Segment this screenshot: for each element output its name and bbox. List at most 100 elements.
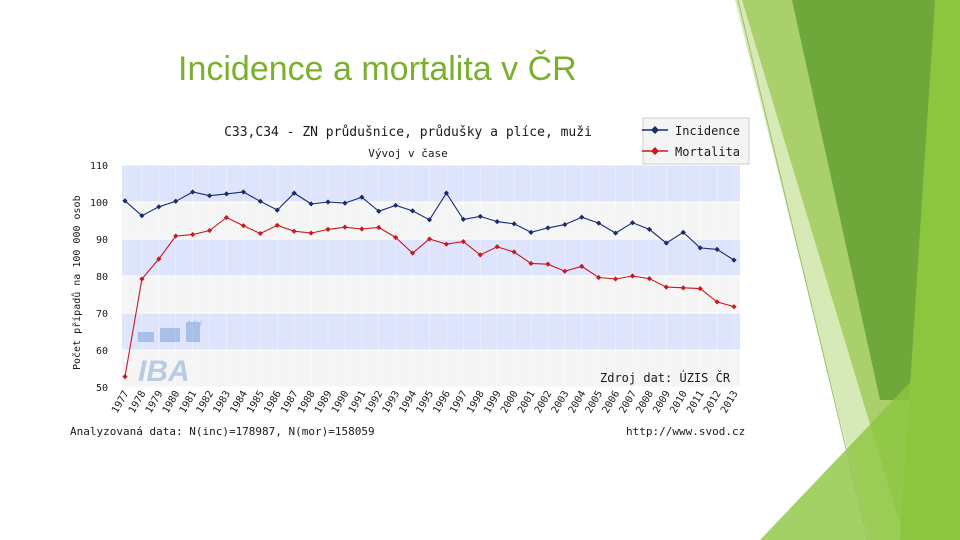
data-point-incidence: [612, 230, 619, 236]
data-point-incidence: [173, 198, 179, 204]
data-point-incidence: [443, 190, 450, 196]
data-point-mortalita: [477, 252, 483, 258]
data-point-incidence: [190, 189, 196, 195]
data-point-mortalita: [190, 231, 196, 238]
data-point-incidence: [325, 199, 331, 205]
data-point-mortalita: [545, 261, 551, 267]
watermark-block: [186, 322, 200, 342]
data-point-mortalita: [122, 374, 128, 380]
data-point-mortalita: [426, 236, 433, 242]
data-point-incidence: [156, 204, 162, 210]
series-lines: [122, 189, 737, 380]
data-point-mortalita: [223, 214, 230, 221]
data-point-mortalita: [409, 250, 416, 256]
grid-band: [122, 313, 740, 350]
data-point-mortalita: [494, 244, 500, 250]
data-point-mortalita: [629, 273, 636, 279]
data-point-mortalita: [562, 268, 568, 274]
data-point-mortalita: [511, 249, 517, 255]
data-point-mortalita: [156, 256, 162, 262]
grid-band: [122, 165, 740, 202]
data-point-incidence: [359, 194, 365, 200]
y-tick-label: 110: [90, 161, 108, 172]
data-point-mortalita: [612, 276, 619, 282]
y-tick-label: 90: [96, 235, 108, 246]
data-point-incidence: [697, 245, 703, 251]
legend-marker-incidence: [651, 126, 659, 134]
data-point-incidence: [308, 201, 314, 207]
data-point-mortalita: [663, 284, 669, 290]
data-point-mortalita: [579, 263, 585, 269]
data-point-incidence: [562, 221, 568, 228]
data-point-incidence: [663, 240, 669, 246]
watermark-sub: MU: [188, 319, 202, 329]
data-point-incidence: [511, 221, 517, 227]
data-point-incidence: [528, 229, 534, 235]
data-point-incidence: [426, 217, 433, 223]
data-point-mortalita: [443, 241, 450, 247]
data-point-incidence: [342, 200, 348, 206]
data-point-mortalita: [139, 276, 145, 282]
chart-title: C33,C34 - ZN průdušnice, průdušky a plíc…: [224, 125, 592, 140]
legend: Incidence Mortalita: [642, 117, 750, 165]
data-point-mortalita: [528, 260, 534, 267]
data-point-incidence: [393, 202, 399, 208]
data-point-incidence: [646, 226, 653, 232]
data-point-incidence: [629, 220, 636, 226]
data-point-mortalita: [646, 275, 653, 282]
data-point-mortalita: [680, 285, 686, 291]
data-point-incidence: [122, 198, 128, 204]
y-tick-label: 50: [96, 383, 108, 394]
data-point-mortalita: [240, 223, 247, 229]
data-point-incidence: [376, 208, 382, 214]
legend-box: [642, 117, 750, 165]
watermark-block: [160, 328, 180, 342]
data-point-mortalita: [393, 234, 399, 241]
plot-bands: [122, 164, 740, 388]
y-tick-label: 100: [90, 198, 108, 209]
data-point-incidence: [240, 189, 247, 195]
analyzed-data-label: Analyzovaná data: N(inc)=178987, N(mor)=…: [70, 425, 375, 438]
deco-shape-corner: [760, 330, 960, 540]
legend-marker-mortalita: [651, 147, 659, 155]
y-axis: 50 60 70 80 90 100 110: [90, 161, 108, 394]
data-point-incidence: [545, 225, 551, 231]
data-point-incidence: [139, 213, 145, 219]
source-label: Zdroj dat: ÚZIS ČR: [600, 370, 731, 385]
grid-band: [122, 239, 740, 276]
data-point-incidence: [596, 220, 602, 226]
x-axis: 1977197819791980198119821983198419851986…: [110, 389, 741, 415]
data-point-incidence: [223, 191, 230, 197]
data-point-mortalita: [359, 226, 365, 232]
source-url: http://www.svod.cz: [626, 425, 745, 438]
data-point-mortalita: [731, 304, 737, 310]
data-point-mortalita: [342, 224, 348, 230]
slide-title: Incidence a mortalita v ČR: [178, 50, 577, 88]
data-point-incidence: [731, 257, 737, 263]
data-point-mortalita: [291, 228, 297, 234]
data-point-incidence: [460, 216, 466, 222]
data-point-mortalita: [376, 224, 382, 231]
grid-band: [122, 350, 740, 387]
data-point-mortalita: [697, 285, 703, 292]
data-point-mortalita: [173, 233, 179, 239]
data-point-mortalita: [206, 227, 213, 234]
data-point-incidence: [206, 193, 213, 199]
y-axis-label: Počet případů na 100 000 osob: [71, 195, 83, 370]
data-point-mortalita: [460, 238, 466, 245]
y-tick-label: 80: [96, 272, 108, 283]
data-point-incidence: [409, 208, 416, 214]
data-point-incidence: [477, 213, 483, 220]
legend-label-incidence: Incidence: [675, 124, 740, 138]
data-point-mortalita: [714, 299, 720, 305]
legend-label-mortalita: Mortalita: [675, 145, 740, 159]
data-point-incidence: [579, 214, 585, 220]
data-point-mortalita: [274, 222, 280, 228]
data-point-mortalita: [308, 230, 314, 236]
data-point-incidence: [291, 190, 297, 196]
data-point-mortalita: [596, 274, 602, 281]
data-point-incidence: [494, 219, 500, 225]
watermark-block: [138, 332, 154, 342]
